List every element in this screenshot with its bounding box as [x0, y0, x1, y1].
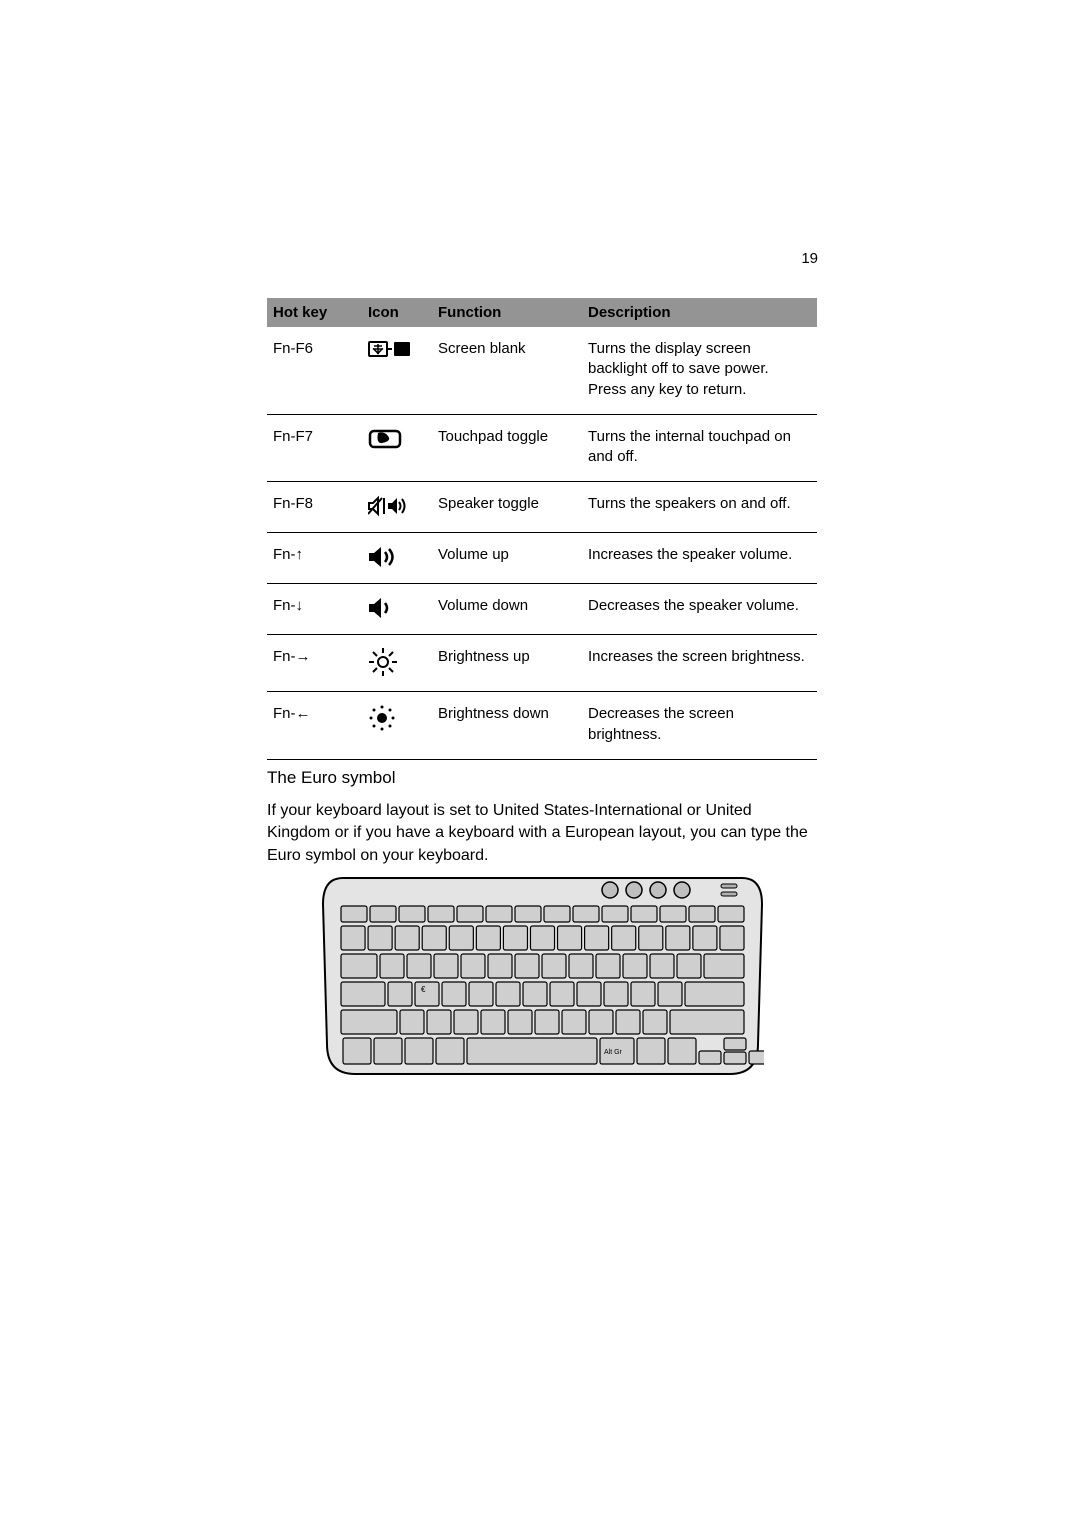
table-header-row: Hot key Icon Function Description — [267, 298, 817, 327]
brightness-up-icon — [368, 647, 398, 677]
cell-function: Volume up — [432, 533, 582, 584]
cell-description: Increases the speaker volume. — [582, 533, 817, 584]
table-row: Fn-↑ Volume up Increases the speaker vol… — [267, 533, 817, 584]
cell-icon — [362, 327, 432, 414]
cell-icon — [362, 533, 432, 584]
volume-up-icon — [368, 545, 400, 569]
section-heading: The Euro symbol — [267, 768, 396, 788]
body-paragraph: If your keyboard layout is set to United… — [267, 800, 817, 867]
table-row: Fn-↓ Volume down Decreases the speaker v… — [267, 584, 817, 635]
hotkey-table-wrap: Hot key Icon Function Description Fn-F6 — [267, 298, 817, 760]
cell-function: Brightness down — [432, 692, 582, 760]
cell-function: Brightness up — [432, 635, 582, 692]
cell-description: Turns the display screen backlight off t… — [582, 327, 817, 414]
cell-description: Decreases the speaker volume. — [582, 584, 817, 635]
altgr-key-label: Alt Gr — [604, 1049, 623, 1056]
screen-blank-icon — [368, 339, 412, 361]
brightness-down-icon — [368, 704, 396, 732]
keyboard-illustration: € Alt Gr — [321, 874, 764, 1077]
keyboard-svg: € Alt Gr — [321, 874, 764, 1077]
table-row: Fn-F8 Speaker toggle Turns the speakers — [267, 482, 817, 533]
table-row: Fn-← — [267, 692, 817, 760]
cell-function: Speaker toggle — [432, 482, 582, 533]
cell-function: Volume down — [432, 584, 582, 635]
manual-page: 19 Hot key Icon Function Description Fn-… — [0, 0, 1080, 1528]
cell-icon — [362, 482, 432, 533]
th-function: Function — [432, 298, 582, 327]
cell-hotkey: Fn-F6 — [267, 327, 362, 414]
cell-hotkey: Fn-→ — [267, 635, 362, 692]
hotkey-table: Hot key Icon Function Description Fn-F6 — [267, 298, 817, 760]
th-icon: Icon — [362, 298, 432, 327]
cell-hotkey: Fn-↓ — [267, 584, 362, 635]
cell-hotkey: Fn-F8 — [267, 482, 362, 533]
cell-hotkey: Fn-F7 — [267, 414, 362, 482]
table-row: Fn-F6 Screen blank Turns the display scr — [267, 327, 817, 414]
cell-hotkey: Fn-↑ — [267, 533, 362, 584]
cell-icon — [362, 414, 432, 482]
cell-icon — [362, 584, 432, 635]
cell-icon — [362, 692, 432, 760]
cell-function: Touchpad toggle — [432, 414, 582, 482]
th-hotkey: Hot key — [267, 298, 362, 327]
euro-key-label: € — [421, 985, 426, 994]
cell-icon — [362, 635, 432, 692]
cell-description: Increases the screen brightness. — [582, 635, 817, 692]
cell-hotkey: Fn-← — [267, 692, 362, 760]
cell-description: Turns the internal touchpad on and off. — [582, 414, 817, 482]
volume-down-icon — [368, 596, 396, 620]
cell-description: Turns the speakers on and off. — [582, 482, 817, 533]
cell-description: Decreases the screen brightness. — [582, 692, 817, 760]
touchpad-toggle-icon — [368, 427, 402, 451]
cell-function: Screen blank — [432, 327, 582, 414]
table-row: Fn-F7 Touchpad toggle Turns the internal… — [267, 414, 817, 482]
th-description: Description — [582, 298, 817, 327]
page-number: 19 — [801, 250, 818, 267]
table-row: Fn-→ — [267, 635, 817, 692]
speaker-toggle-icon — [368, 494, 408, 518]
